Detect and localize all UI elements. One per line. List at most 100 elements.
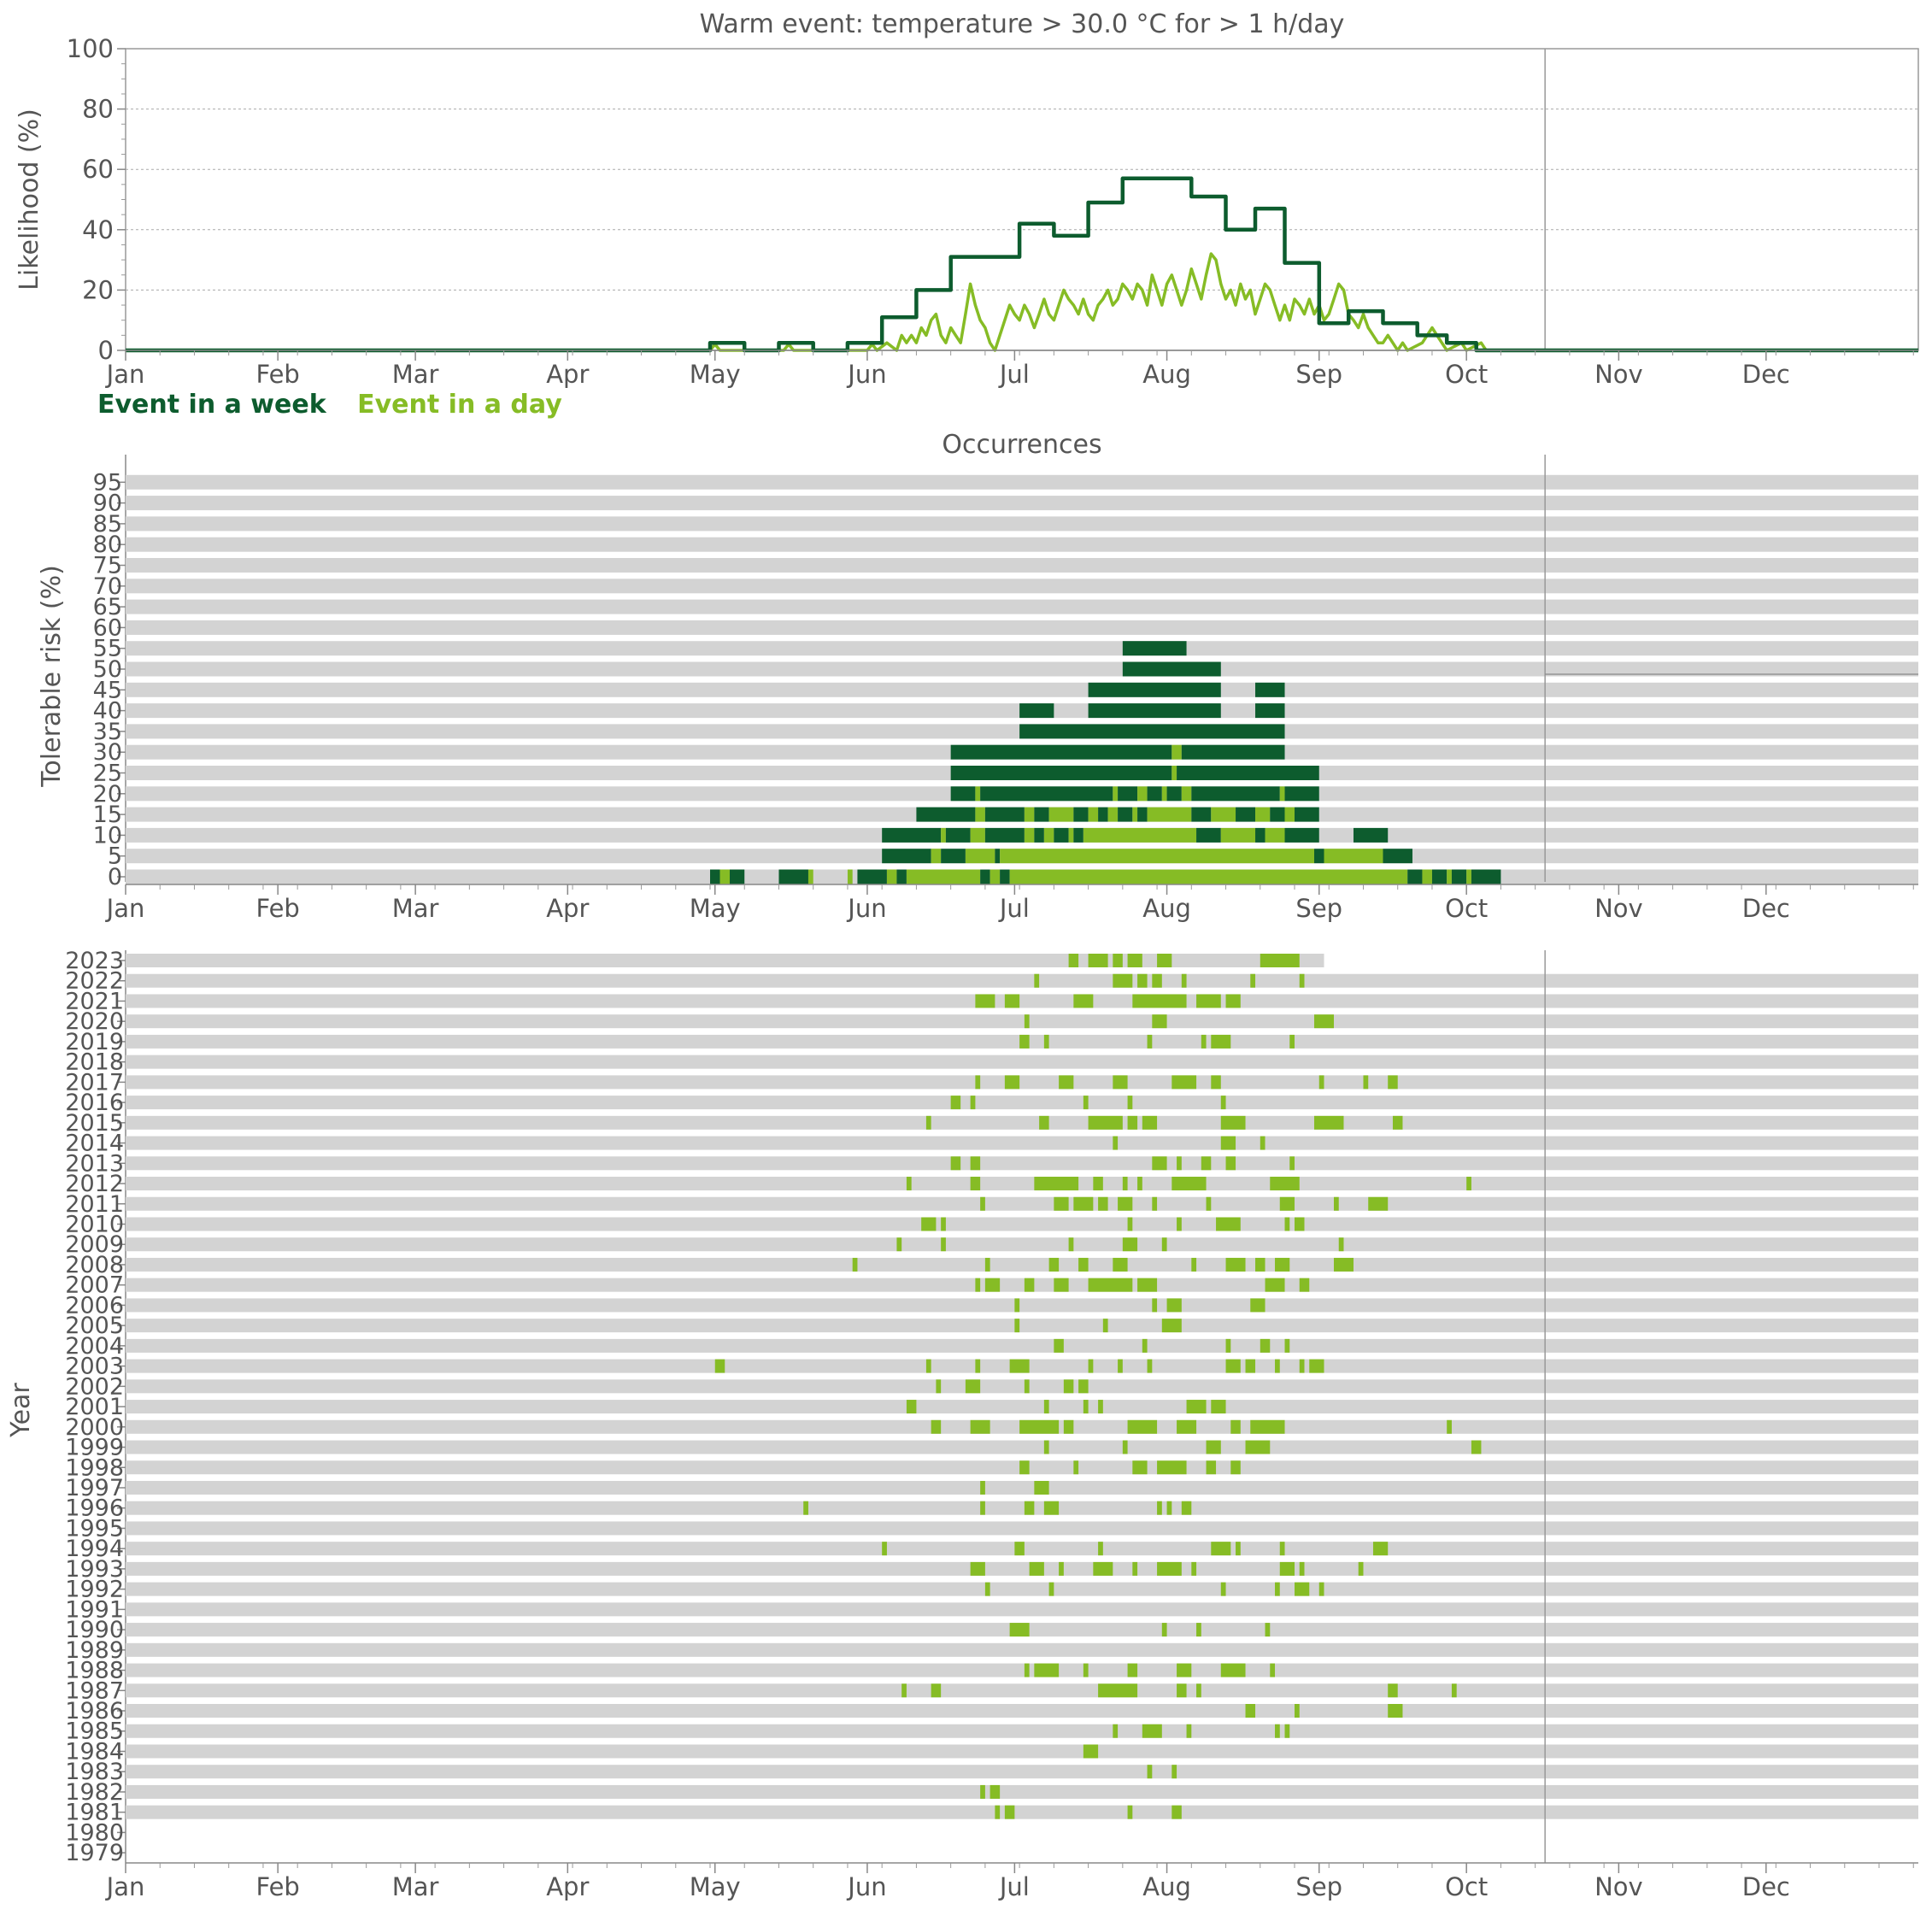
- year-event-day: [1024, 1501, 1035, 1515]
- year-tick-label: 2020: [65, 1008, 124, 1035]
- risk-segment-day: [1137, 786, 1148, 802]
- year-event-day: [1059, 1075, 1074, 1090]
- risk-row-bg: [126, 579, 1918, 594]
- year-event-day: [980, 1480, 985, 1495]
- year-event-day: [970, 1156, 981, 1171]
- year-row-bg: [126, 1257, 1918, 1272]
- risk-segment-day: [1024, 807, 1035, 822]
- year-event-day: [1127, 954, 1142, 967]
- risk-segment-week: [1255, 682, 1285, 697]
- line-month-label: Feb: [256, 360, 300, 389]
- line-plot-area: [125, 48, 1919, 351]
- year-event-day: [1279, 1196, 1295, 1211]
- year-event-day: [1211, 1075, 1221, 1090]
- risk-segment-week: [1383, 849, 1412, 864]
- year-tick-label: 2022: [65, 968, 124, 995]
- year-tick-label: 1987: [65, 1677, 124, 1704]
- year-event-day: [1014, 1319, 1020, 1333]
- risk-segment-week: [984, 827, 1025, 843]
- risk-segment-week: [980, 786, 1113, 802]
- year-month-label: May: [690, 1872, 741, 1901]
- risk-segment-week: [1284, 786, 1319, 802]
- year-event-day: [1083, 1096, 1089, 1110]
- year-event-day: [1270, 1663, 1276, 1677]
- year-row-bg: [126, 1278, 1918, 1292]
- year-month-label: Oct: [1445, 1872, 1488, 1901]
- year-event-day: [1127, 1115, 1138, 1130]
- year-event-day: [1083, 1663, 1089, 1677]
- year-row-bg: [126, 1115, 1918, 1130]
- year-event-day: [1318, 1582, 1324, 1596]
- year-month-label: Mar: [392, 1872, 439, 1901]
- year-event-day: [1314, 1115, 1344, 1130]
- year-event-day: [1118, 1359, 1123, 1373]
- year-event-day: [1284, 1217, 1290, 1231]
- year-event-day: [984, 1278, 1001, 1292]
- year-event-day: [1088, 1115, 1123, 1130]
- risk-tick-label: 25: [93, 761, 122, 787]
- risk-tick-label: 20: [93, 781, 122, 808]
- year-tick-label: 1998: [65, 1454, 124, 1481]
- year-event-day: [1260, 1136, 1265, 1150]
- series-line-day: [126, 252, 1918, 352]
- year-event-day: [1098, 1683, 1138, 1698]
- year-event-day: [1054, 1196, 1069, 1211]
- risk-segment-week: [882, 849, 931, 864]
- risk-segment-day: [1279, 786, 1285, 802]
- year-event-day: [1230, 1460, 1241, 1475]
- year-month-label: Sep: [1295, 1872, 1342, 1901]
- year-event-day: [1166, 1501, 1172, 1515]
- year-event-day: [1152, 1196, 1158, 1211]
- year-event-day: [1034, 1480, 1049, 1495]
- risk-segment-week: [1034, 807, 1049, 822]
- risk-segment-week: [1073, 827, 1083, 843]
- year-event-day: [1113, 1075, 1128, 1090]
- risk-segment-week: [857, 869, 887, 884]
- line-month-label: Jan: [105, 360, 145, 389]
- year-tick-label: 1999: [65, 1435, 124, 1461]
- year-tick-label: 2009: [65, 1231, 124, 1258]
- risk-segment-week: [1137, 807, 1148, 822]
- year-event-day: [1191, 1561, 1197, 1576]
- year-event-day: [931, 1683, 942, 1698]
- year-month-label: Aug: [1142, 1872, 1191, 1901]
- risk-segment-week: [1034, 827, 1044, 843]
- year-tick-label: 2002: [65, 1373, 124, 1400]
- year-row-bg: [126, 1744, 1918, 1759]
- year-event-day: [1152, 1014, 1167, 1029]
- year-event-day: [1152, 1156, 1167, 1171]
- year-month-label: Jul: [998, 1872, 1030, 1901]
- year-month-label: Jun: [846, 1872, 886, 1901]
- year-event-day: [970, 1561, 985, 1576]
- year-event-day: [1054, 1278, 1069, 1292]
- risk-segment-week: [1353, 827, 1389, 843]
- risk-segment-day: [1220, 827, 1256, 843]
- year-tick-label: 2018: [65, 1049, 124, 1076]
- year-tick-label: 1983: [65, 1759, 124, 1785]
- year-event-day: [1206, 1440, 1221, 1454]
- legend-day[interactable]: Event in a day: [357, 390, 562, 420]
- line-month-label: Aug: [1142, 360, 1191, 389]
- risk-segment-week: [1431, 869, 1448, 884]
- year-event-day: [1196, 1683, 1201, 1698]
- year-event-day: [1113, 1257, 1128, 1272]
- year-event-day: [1048, 1582, 1054, 1596]
- legend-week[interactable]: Event in a week: [97, 390, 326, 420]
- risk-segment-week: [1284, 827, 1319, 843]
- line-chart-title: Warm event: temperature > 30.0 °C for > …: [700, 9, 1345, 39]
- risk-segment-day: [1083, 827, 1197, 843]
- year-event-day: [1299, 1561, 1305, 1576]
- risk-month-label: Nov: [1594, 894, 1643, 923]
- risk-segment-week: [1181, 744, 1285, 760]
- year-event-day: [1147, 1359, 1153, 1373]
- year-event-day: [1177, 1663, 1192, 1677]
- risk-segment-day: [1107, 807, 1119, 822]
- year-event-day: [1265, 1623, 1271, 1637]
- y-tick-label: 60: [82, 155, 114, 184]
- year-event-day: [1295, 1582, 1310, 1596]
- risk-segment-week: [1122, 661, 1221, 677]
- risk-segment-week: [1407, 869, 1423, 884]
- year-event-day: [941, 1217, 946, 1231]
- year-event-day: [1333, 1196, 1339, 1211]
